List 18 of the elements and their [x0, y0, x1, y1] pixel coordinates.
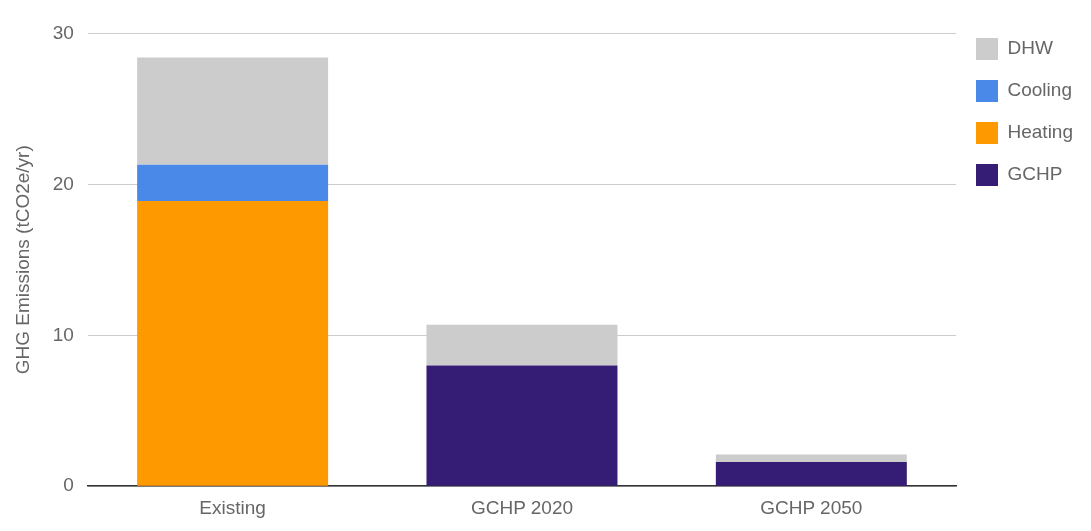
- y-tick-label: 0: [63, 474, 74, 496]
- bar: [137, 200, 329, 486]
- x-tick-label: Existing: [199, 496, 266, 518]
- bar: [137, 164, 329, 201]
- legend-label: DHW: [1007, 37, 1053, 59]
- legend-label: GCHP: [1007, 163, 1063, 185]
- y-tick-label: 10: [52, 323, 74, 345]
- bar: [715, 462, 907, 486]
- bar: [137, 57, 329, 165]
- x-tick-label: GCHP 2020: [470, 496, 574, 518]
- legend-label: Heating: [1007, 121, 1074, 143]
- legend-label: Cooling: [1007, 79, 1072, 101]
- bar: [426, 365, 618, 486]
- bar: [715, 454, 907, 463]
- y-tick-label: 20: [52, 172, 74, 194]
- x-tick-label: GCHP 2050: [760, 496, 863, 518]
- y-tick-label: 30: [52, 21, 74, 43]
- y-axis-title: GHG Emissions (tCO2e/yr): [11, 145, 33, 375]
